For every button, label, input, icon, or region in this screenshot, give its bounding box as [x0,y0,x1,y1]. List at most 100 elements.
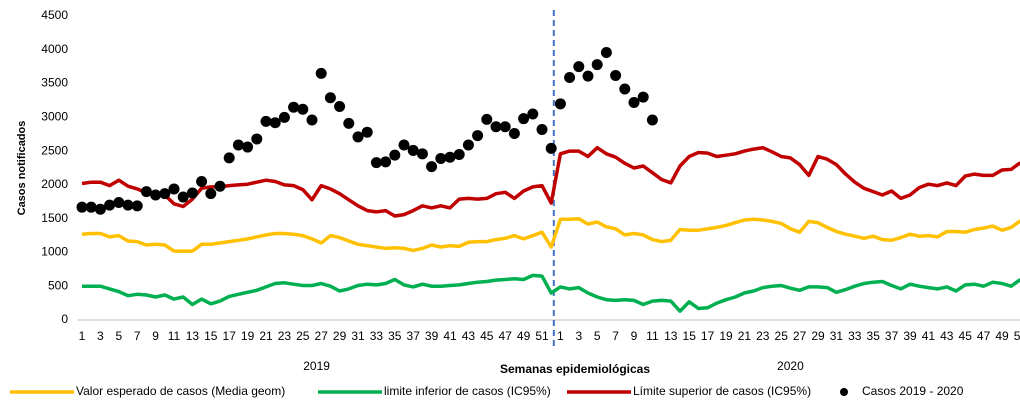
x-tick-label: 7 [612,329,619,343]
y-axis-title: Casos notificados [16,121,28,216]
data-point [288,101,300,113]
data-point [315,67,327,79]
x-tick-label: 35 [388,329,402,343]
y-tick-label: 1500 [41,211,68,225]
x-tick-label: 51 [535,329,549,343]
x-tick-label: 43 [462,329,476,343]
data-point [646,114,658,126]
data-point [334,101,346,113]
legend-label: Casos 2019 - 2020 [862,384,964,398]
x-tick-label: 29 [811,329,825,343]
x-tick-label: 3 [97,329,104,343]
x-tick-label: 33 [370,329,384,343]
x-tick-label: 17 [223,329,237,343]
x-tick-label: 27 [315,329,329,343]
x-tick-label: 31 [830,329,844,343]
x-tick-label: 19 [241,329,255,343]
legend-label: Límite superior de casos (IC95%) [633,384,811,398]
x-tick-label: 1 [79,329,86,343]
y-tick-label: 3500 [41,76,68,90]
x-tick-label: 3 [575,329,582,343]
data-point [416,148,428,160]
data-point [223,152,235,164]
x-tick-label: 13 [664,329,678,343]
data-point [591,59,603,71]
data-point [527,108,539,120]
data-point [278,111,290,123]
data-point [150,189,162,201]
data-point [481,113,493,125]
x-tick-label: 49 [995,329,1009,343]
data-point [168,183,180,195]
data-point [260,115,272,127]
legend-label: limite inferior de casos (IC95%) [384,384,551,398]
data-point [324,92,336,104]
x-tick-label: 11 [168,329,181,343]
x-tick-label: 13 [186,329,200,343]
data-point [398,139,410,151]
data-point [637,91,649,103]
x-tick-label: 25 [296,329,310,343]
data-point [380,156,392,168]
data-point [564,71,576,83]
data-point [370,157,382,169]
x-tick-label: 29 [333,329,347,343]
x-tick-label: 47 [499,329,513,343]
x-tick-label: 11 [646,329,659,343]
group-label: 2019 [303,359,330,373]
data-point [628,96,640,108]
data-point [343,117,355,129]
data-point [435,153,447,165]
x-tick-label: 15 [683,329,697,343]
legend-label: Valor esperado de casos (Media geom) [76,384,285,398]
data-point [122,199,134,211]
data-point [131,200,143,212]
x-tick-label: 17 [701,329,715,343]
x-tick-label: 41 [443,329,457,343]
y-tick-label: 500 [48,278,68,292]
data-point [472,130,484,142]
x-tick-label: 25 [775,329,789,343]
data-point [619,83,631,95]
x-tick-label: 21 [259,329,273,343]
x-tick-label: 9 [152,329,159,343]
data-point [205,188,217,200]
x-tick-label: 9 [631,329,638,343]
data-point [610,69,622,81]
x-tick-label: 51 [1014,329,1020,343]
data-point [453,148,465,160]
data-point [269,117,281,129]
group-label: 2020 [777,359,804,373]
data-point [159,188,171,200]
data-point [214,180,226,192]
data-point [140,186,152,198]
x-tick-label: 23 [756,329,770,343]
x-tick-label: 45 [959,329,973,343]
series-line [81,145,1020,218]
data-point [582,70,594,82]
data-point [186,187,198,199]
data-point [177,191,189,203]
x-axis-title: Semanas epidemiológicas [500,362,650,376]
x-tick-label: 5 [594,329,601,343]
y-tick-label: 3000 [41,110,68,124]
y-tick-label: 2500 [41,143,68,157]
data-point [508,128,520,140]
data-point [104,199,116,211]
x-tick-label: 19 [719,329,733,343]
x-tick-label: 27 [793,329,807,343]
x-tick-label: 5 [115,329,122,343]
data-point [196,176,208,188]
data-point [85,201,97,213]
data-point [242,141,254,153]
series-line [82,273,1020,313]
x-tick-label: 37 [407,329,421,343]
y-tick-label: 1000 [41,245,68,259]
x-tick-label: 37 [885,329,899,343]
x-tick-label: 33 [848,329,862,343]
y-tick-label: 4000 [41,42,68,56]
data-point [113,196,125,208]
data-point [94,203,106,215]
data-point [490,121,502,133]
